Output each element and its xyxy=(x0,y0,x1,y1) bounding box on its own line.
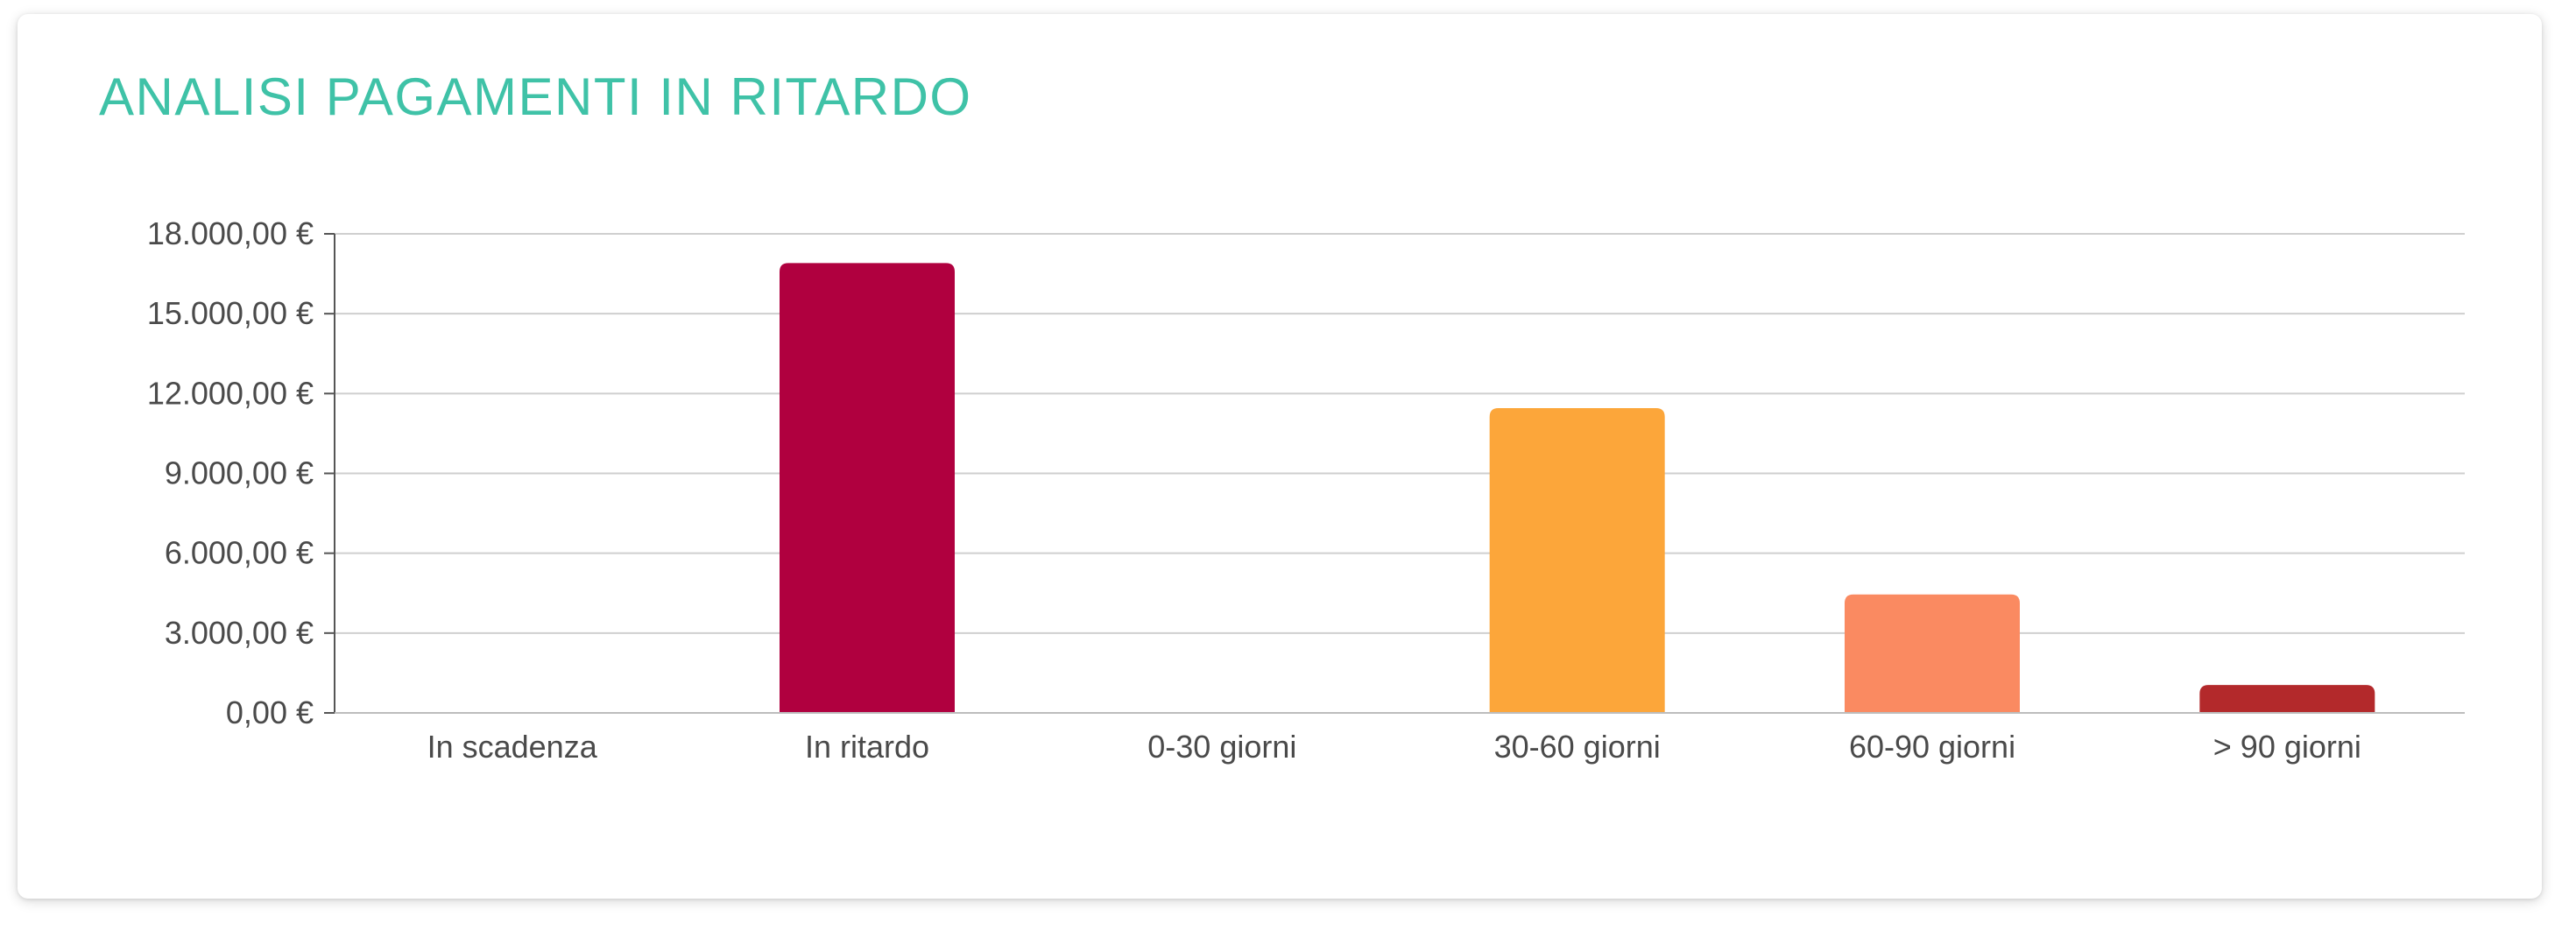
y-axis: 0,00 € 3.000,00 € 6.000,00 € 9.000,00 € 12.0… xyxy=(147,215,335,730)
y-tick-label: 6.000,00 € xyxy=(165,535,314,571)
y-tick-label: 15.000,00 € xyxy=(147,295,314,331)
x-category-label: > 90 giorni xyxy=(2213,729,2361,765)
chart-card: ANALISI PAGAMENTI IN RITARDO xyxy=(18,14,2542,899)
bar xyxy=(1489,408,1665,713)
bar xyxy=(2199,685,2375,713)
y-tick-label: 0,00 € xyxy=(226,695,314,730)
y-tick-label: 12.000,00 € xyxy=(147,375,314,411)
x-axis: In scadenza In ritardo 0-30 giorni 30-60 gi… xyxy=(335,712,2465,765)
y-tick-label: 9.000,00 € xyxy=(165,455,314,491)
bars xyxy=(780,263,2375,714)
bar xyxy=(1845,594,2020,713)
y-tick-label: 18.000,00 € xyxy=(147,215,314,251)
x-category-label: 0-30 giorni xyxy=(1147,729,1296,765)
chart-title: ANALISI PAGAMENTI IN RITARDO xyxy=(99,67,972,126)
bar xyxy=(780,263,955,714)
x-category-label: 60-90 giorni xyxy=(1849,729,2015,765)
gridlines xyxy=(335,233,2465,634)
x-category-label: In ritardo xyxy=(805,729,929,765)
x-category-label: 30-60 giorni xyxy=(1494,729,1661,765)
x-category-label: In scadenza xyxy=(427,729,598,765)
y-tick-label: 3.000,00 € xyxy=(165,615,314,651)
